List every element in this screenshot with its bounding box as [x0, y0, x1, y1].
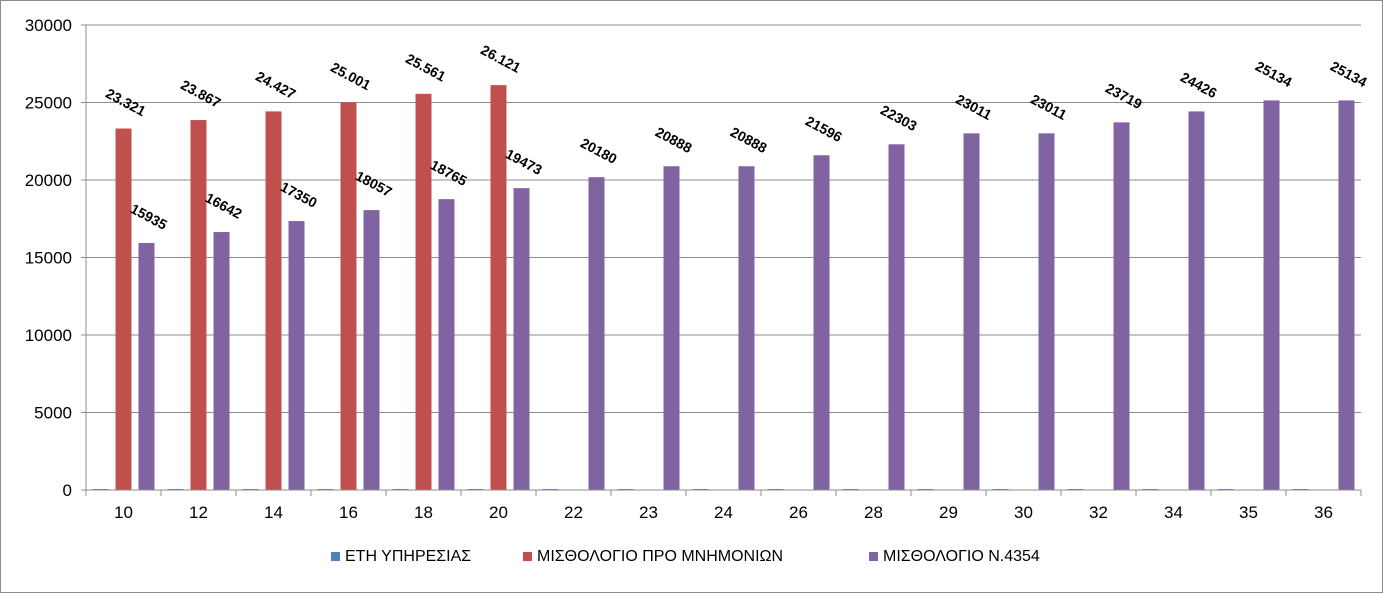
bar-series-3 — [1338, 100, 1355, 490]
y-tick-label: 5000 — [34, 404, 72, 423]
y-tick-label: 15000 — [25, 249, 72, 268]
data-label: 23011 — [953, 91, 994, 123]
x-tick-label: 36 — [1314, 503, 1333, 522]
data-label: 19473 — [503, 146, 545, 179]
bar-series-2 — [490, 85, 507, 490]
data-label: 23011 — [1028, 91, 1069, 123]
data-label: 25.001 — [328, 59, 374, 93]
data-label: 24426 — [1178, 69, 1220, 102]
bar-series-3 — [663, 166, 680, 490]
x-tick-label: 12 — [189, 503, 208, 522]
y-tick-label: 25000 — [25, 94, 72, 113]
data-label: 25134 — [1328, 58, 1370, 91]
x-tick-label: 30 — [1014, 503, 1033, 522]
data-label: 15935 — [128, 200, 170, 233]
x-tick-label: 22 — [564, 503, 583, 522]
x-tick-label: 34 — [1164, 503, 1183, 522]
legend: ΕΤΗ ΥΠΗΡΕΣΙΑΣ ΜΙΣΘΟΛΟΓΙΟ ΠΡΟ ΜΝΗΜΟΝΙΩΝ ΜΙΣ… — [331, 548, 1040, 565]
y-tick-label: 10000 — [25, 326, 72, 345]
bar-series-3 — [963, 133, 980, 490]
y-tick-label: 20000 — [25, 171, 72, 190]
data-label: 25134 — [1253, 58, 1295, 91]
x-tick-label: 28 — [864, 503, 883, 522]
legend-label: ΜΙΣΘΟΛΟΓΙΟ Ν.4354 — [883, 548, 1040, 565]
data-label: 16642 — [203, 189, 245, 222]
x-tick-label: 18 — [414, 503, 433, 522]
bar-series-3 — [1113, 122, 1130, 490]
data-label: 20888 — [653, 124, 695, 157]
bar-series-3 — [888, 144, 905, 490]
y-tick-label: 0 — [63, 481, 72, 500]
bar-series-3 — [1188, 111, 1205, 490]
legend-label: ΜΙΣΘΟΛΟΓΙΟ ΠΡΟ ΜΝΗΜΟΝΙΩΝ — [537, 548, 783, 565]
bar-series-3 — [1038, 133, 1055, 490]
x-tick-label: 10 — [114, 503, 133, 522]
data-label: 18765 — [428, 157, 470, 190]
x-tick-label: 29 — [939, 503, 958, 522]
bar-series-2 — [115, 128, 132, 490]
bar-series-3 — [1263, 100, 1280, 490]
x-tick-label: 14 — [264, 503, 283, 522]
data-label: 17350 — [278, 178, 320, 211]
bar-series-3 — [738, 166, 755, 490]
data-label: 22303 — [878, 102, 920, 135]
data-label: 25.561 — [403, 50, 449, 84]
legend-label: ΕΤΗ ΥΠΗΡΕΣΙΑΣ — [345, 548, 471, 565]
legend-swatch — [331, 552, 340, 561]
data-label: 24.427 — [253, 68, 299, 102]
bar-series-3 — [813, 155, 830, 490]
bar-series-3 — [438, 199, 455, 490]
data-label: 18057 — [353, 167, 395, 200]
x-tick-label: 35 — [1239, 503, 1258, 522]
bar-series-2 — [190, 120, 207, 491]
bar-series-3 — [513, 188, 530, 490]
bar-series-3 — [213, 232, 230, 490]
bar-series-3 — [363, 210, 380, 490]
data-label: 23.321 — [103, 85, 149, 119]
bar-series-3 — [138, 243, 155, 490]
data-label: 23.867 — [178, 77, 224, 111]
data-label: 26.121 — [478, 42, 524, 76]
x-tick-label: 16 — [339, 503, 358, 522]
data-label: 21596 — [803, 113, 845, 146]
bar-series-3 — [288, 221, 305, 490]
legend-swatch — [869, 552, 878, 561]
bar-series-2 — [415, 93, 432, 490]
axes: 0 5000 10000 15000 20000 25000 30000 10 12 14 16 18… — [25, 16, 1362, 522]
x-tick-label: 32 — [1089, 503, 1108, 522]
data-label: 20888 — [728, 124, 770, 157]
bar-series-3 — [588, 177, 605, 490]
y-tick-label: 30000 — [25, 16, 72, 35]
bar-series-2 — [265, 111, 282, 490]
data-label: 20180 — [578, 135, 620, 168]
data-labels: 23.321 23.867 24.427 25.001 25.561 26.121 1593… — [103, 42, 1370, 233]
legend-swatch — [523, 552, 532, 561]
x-tick-label: 23 — [639, 503, 658, 522]
x-tick-label: 20 — [489, 503, 508, 522]
data-label: 23719 — [1103, 80, 1145, 113]
bar-series-2 — [340, 102, 357, 490]
x-tick-label: 26 — [789, 503, 808, 522]
x-tick-label: 24 — [714, 503, 733, 522]
bars — [92, 85, 1355, 491]
